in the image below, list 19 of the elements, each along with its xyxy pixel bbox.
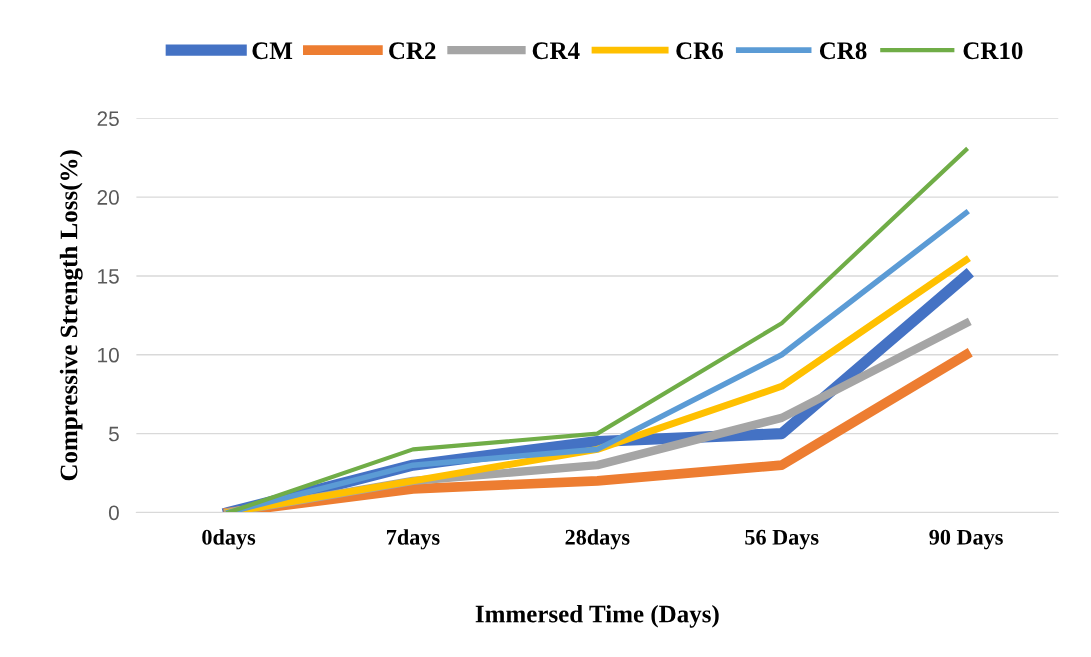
x-tick-label: 90 Days <box>929 529 1003 550</box>
x-tick-label: 7days <box>387 529 440 550</box>
y-tick-label: 10 <box>98 347 119 363</box>
y-axis-title: Compressive Strength Loss(%) <box>59 150 83 481</box>
y-tick-label: 20 <box>97 190 119 205</box>
x-axis-title: Immersed Time (Days) <box>475 604 719 628</box>
legend-label: CR10 <box>963 42 1023 60</box>
legend-label: CR8 <box>819 42 867 60</box>
legend-label: CM <box>252 42 293 60</box>
x-tick-label: 28days <box>565 529 630 550</box>
y-tick-label: 5 <box>108 426 119 442</box>
legend-label: CR2 <box>389 42 436 60</box>
x-tick-label: 56 Days <box>745 529 819 550</box>
x-tick-label: 0days <box>202 529 256 550</box>
y-tick-label: 0 <box>108 505 119 521</box>
legend-label: CR4 <box>532 42 580 60</box>
y-tick-label: 15 <box>98 269 119 284</box>
y-tick-label: 25 <box>97 111 119 127</box>
legend-label: CR6 <box>676 42 723 60</box>
